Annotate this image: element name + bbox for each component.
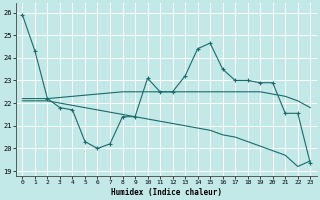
X-axis label: Humidex (Indice chaleur): Humidex (Indice chaleur) xyxy=(111,188,222,197)
